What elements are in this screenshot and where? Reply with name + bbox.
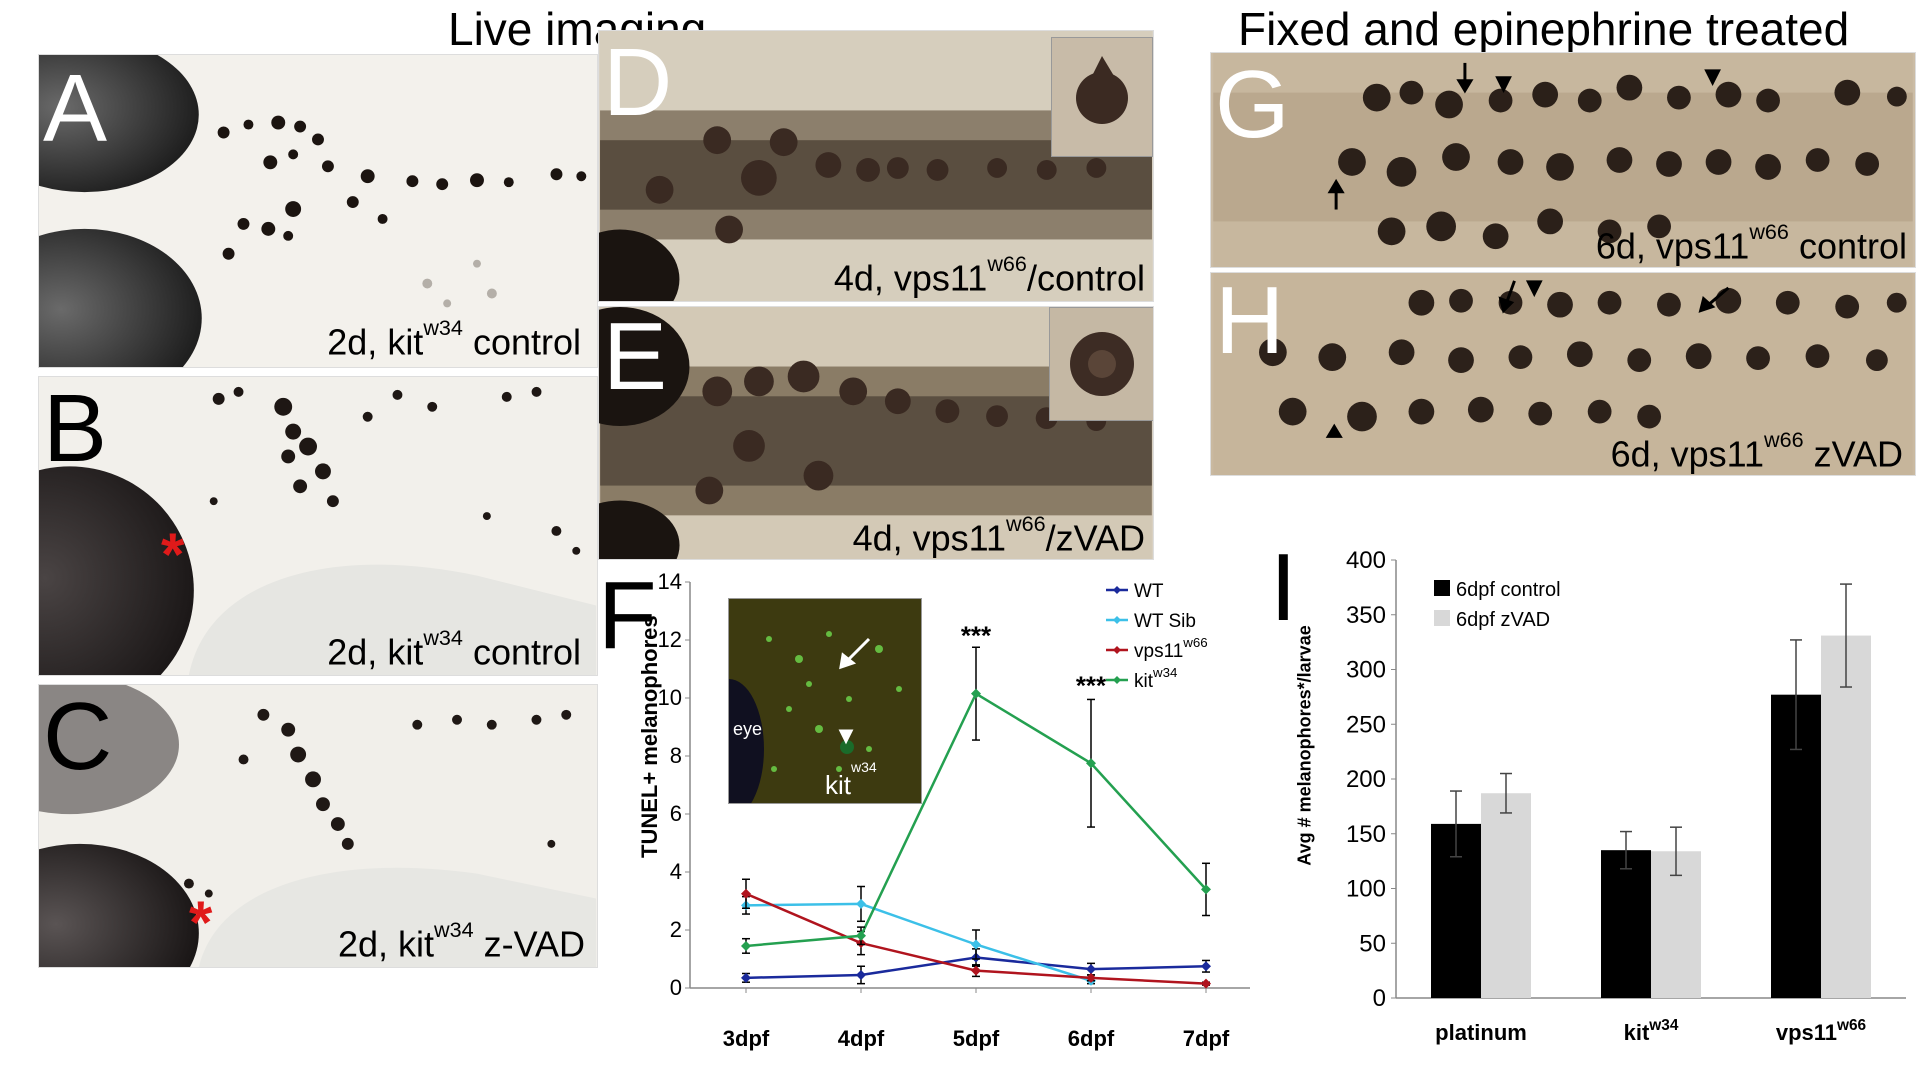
panel-h-illustration: [1213, 273, 1913, 475]
chart-i-ytick: 350: [1346, 602, 1386, 629]
chart-f-significance: ***: [961, 620, 992, 650]
panel-d-caption: 4d, vps11w66/control: [833, 250, 1145, 298]
panel-a-caption: 2d, kitw34 control: [327, 314, 581, 362]
chart-f-point: [741, 940, 751, 951]
panel-g-caption: 6d, vps11w66 control: [1595, 218, 1907, 266]
panel-i-letter: I: [1270, 534, 1297, 641]
chart-f-ytick: 6: [670, 801, 682, 826]
chart-f-xtick: 6dpf: [1068, 1026, 1115, 1051]
panel-a-image: A 2d, kitw34 control: [38, 54, 598, 368]
chart-f-point: [971, 965, 981, 976]
chart-i-ytick: 200: [1346, 766, 1386, 793]
chart-i-ytick: 300: [1346, 657, 1386, 684]
chart-f-ytick: 0: [670, 975, 682, 1000]
chart-f-ytick: 2: [670, 917, 682, 942]
panel-e-inset: [1049, 307, 1153, 421]
chart-f-legend-label: kitw34: [1134, 665, 1177, 692]
panel-e-illustration: [599, 307, 1152, 559]
chart-i-ytick: 0: [1373, 985, 1386, 1012]
chart-i-legend-swatch: [1434, 610, 1450, 626]
panel-b-letter: B: [43, 376, 108, 482]
panel-d-inset: [1051, 37, 1153, 157]
chart-i-xtick: kitw34: [1624, 1017, 1679, 1045]
chart-f-legend-label: vps11w66: [1134, 635, 1208, 662]
chart-f-point: [971, 688, 981, 699]
panel-c-illustration: [39, 685, 597, 967]
chart-f-ytick: 4: [670, 859, 682, 884]
chart-f-point: [856, 898, 866, 909]
chart-i-ytick: 400: [1346, 547, 1386, 574]
chart-i-xtick: vps11w66: [1776, 1017, 1866, 1045]
chart-i-bar: [1601, 850, 1651, 998]
panel-c-letter: C: [43, 684, 113, 790]
chart-f-ytick: 10: [658, 685, 682, 710]
chart-f-ytick: 8: [670, 743, 682, 768]
panel-d-image: D 4d, vps11w66/control: [598, 30, 1154, 302]
panel-a-illustration: [39, 55, 587, 367]
panel-g-letter: G: [1215, 52, 1290, 158]
panel-b-illustration: [39, 386, 597, 675]
chart-i-plot: 0 50 100 150 200 250 300 350 400 platinum kitw34 vp…: [1346, 547, 1906, 1045]
chart-f-xtick: 5dpf: [953, 1026, 1000, 1051]
panel-c-image: C * 2d, kitw34 z-VAD: [38, 684, 598, 968]
panel-e-caption: 4d, vps11w66/zVAD: [852, 510, 1145, 558]
panel-d-illustration: [599, 31, 1152, 301]
chart-f-point: [971, 939, 981, 950]
chart-i-ytick: 250: [1346, 711, 1386, 738]
panel-f-inset: eye kitw34: [728, 598, 922, 804]
chart-f-point: [1201, 961, 1211, 972]
chart-i-ytick: 150: [1346, 821, 1386, 848]
chart-f-point: [1201, 884, 1211, 895]
panel-e-image: E 4d, vps11w66/zVAD: [598, 306, 1154, 560]
chart-i-bar: [1821, 635, 1871, 998]
panel-d-letter: D: [603, 30, 673, 136]
chart-i-bar: [1481, 793, 1531, 998]
chart-f-point: [741, 888, 751, 899]
chart-i-legend-label: 6dpf control: [1456, 579, 1561, 601]
chart-f-point: [1086, 758, 1096, 769]
panel-g-image: G 6d, vps11w66 control: [1210, 52, 1916, 268]
chart-f-xtick: 7dpf: [1183, 1026, 1230, 1051]
panel-b-image: B * 2d, kitw34 control: [38, 376, 598, 676]
chart-f-plot: 0 2 4 6 8 10 12 14 3dpf 4dpf 5dpf 6dpf 7dpf WT WT Sib v…: [658, 569, 1250, 1051]
chart-f-legend-marker: [1113, 616, 1121, 624]
chart-f-xtick: 3dpf: [723, 1026, 770, 1051]
chart-f-point: [741, 972, 751, 983]
chart-f-point: [1086, 972, 1096, 983]
chart-i-ytick: 50: [1359, 930, 1386, 957]
chart-i-ytick: 100: [1346, 876, 1386, 903]
chart-f-point: [1201, 978, 1211, 989]
panel-e-letter: E: [603, 306, 668, 410]
chart-i-ylabel: Avg # melanophores*/larvae: [1294, 625, 1315, 866]
chart-f-point: [1086, 964, 1096, 975]
chart-f-legend-label: WT Sib: [1134, 611, 1196, 632]
panel-a-letter: A: [43, 55, 108, 162]
chart-i-legend-swatch: [1434, 580, 1450, 596]
panel-g-illustration: [1213, 53, 1913, 267]
chart-i-legend-label: 6dpf zVAD: [1456, 609, 1550, 631]
fixed-header: Fixed and epinephrine treated: [1238, 3, 1850, 55]
chart-f-xtick: 4dpf: [838, 1026, 885, 1051]
chart-f-ytick: 14: [658, 569, 682, 594]
chart-f-significance: ***: [1076, 670, 1107, 700]
panel-f-inset-kit-label: kitw34: [825, 759, 877, 800]
chart-f-legend-marker: [1113, 676, 1121, 684]
chart-f-legend-marker: [1113, 586, 1121, 594]
panel-b-caption: 2d, kitw34 control: [327, 624, 581, 672]
chart-f-legend-marker: [1113, 646, 1121, 654]
chart-f-legend-label: WT: [1134, 581, 1164, 602]
panel-h-letter: H: [1215, 272, 1285, 374]
chart-f-series-line: [745, 902, 1092, 982]
panel-h-caption: 6d, vps11w66 zVAD: [1610, 426, 1903, 474]
chart-i-xtick: platinum: [1435, 1020, 1527, 1045]
panel-c-asterisk: *: [189, 889, 213, 956]
panel-b-asterisk: *: [161, 521, 185, 588]
panel-c-caption: 2d, kitw34 z-VAD: [337, 916, 585, 964]
panel-f-inset-eye-label: eye: [733, 719, 763, 739]
panel-h-image: H 6d, vps11w66 zVAD: [1210, 272, 1916, 476]
chart-f-point: [856, 930, 866, 941]
chart-f-ytick: 12: [658, 627, 682, 652]
chart-f-point: [856, 969, 866, 980]
panel-f-letter: F: [598, 562, 657, 669]
